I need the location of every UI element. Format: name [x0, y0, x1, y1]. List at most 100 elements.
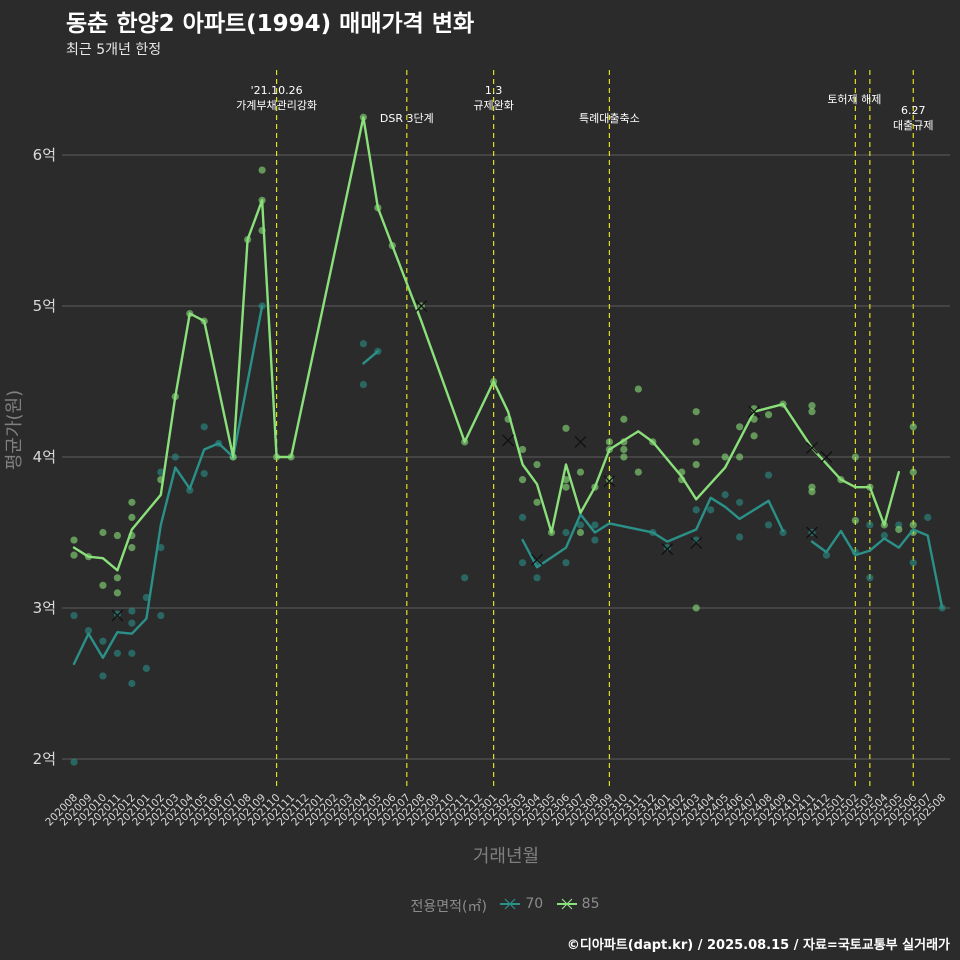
- data-point-85: [70, 551, 78, 559]
- y-tick-label: 3억: [33, 599, 56, 617]
- data-point-70: [880, 531, 888, 540]
- data-point-85: [764, 411, 773, 419]
- y-tick-label: 4억: [33, 448, 56, 466]
- data-point-70: [128, 619, 136, 627]
- cancelled-stroke: [603, 475, 616, 488]
- data-point-85: [562, 483, 570, 491]
- series-line-70: [810, 528, 944, 610]
- data-point-70: [866, 521, 874, 529]
- data-point-70: [200, 470, 208, 478]
- legend-label-70: 70: [525, 896, 544, 912]
- data-point-70: [84, 627, 93, 635]
- data-point-70: [591, 521, 599, 529]
- series-line-70: [521, 496, 785, 569]
- cancelled-stroke: [806, 441, 818, 454]
- data-point-70: [128, 607, 136, 615]
- legend-label-85: 85: [581, 896, 600, 912]
- y-tick-label: 2억: [33, 750, 56, 768]
- data-point-85: [113, 574, 122, 582]
- data-point-70: [157, 544, 165, 552]
- cancelled-stroke: [661, 543, 674, 556]
- legend: 전용면적(㎡) 70 85: [0, 896, 960, 916]
- data-point-85: [620, 415, 628, 423]
- data-point-85: [895, 525, 903, 534]
- data-point-70: [721, 491, 729, 499]
- data-point-70: [461, 574, 469, 582]
- data-point-85: [808, 402, 816, 410]
- series-lines: [72, 116, 944, 666]
- legend-item-85: 85: [556, 896, 600, 912]
- data-point-70: [113, 649, 122, 657]
- data-point-85: [113, 531, 122, 540]
- data-point-70: [518, 559, 527, 567]
- data-point-85: [605, 438, 613, 446]
- data-point-70: [171, 453, 179, 461]
- series-line-70: [362, 350, 380, 365]
- data-point-70: [99, 637, 107, 645]
- y-tick-label: 6억: [33, 146, 56, 164]
- cancelled-markers: [111, 300, 833, 622]
- data-point-70: [562, 559, 570, 567]
- chart-gridlines: [62, 154, 950, 760]
- data-point-85: [851, 516, 859, 525]
- data-point-85: [605, 476, 613, 484]
- data-point-70: [99, 672, 107, 680]
- event-label: 토허제 해제: [827, 92, 881, 106]
- cancelled-marker-70: [690, 537, 703, 550]
- data-point-70: [359, 340, 367, 348]
- data-point-85: [518, 476, 527, 484]
- data-point-85: [518, 445, 527, 454]
- data-point-85: [634, 385, 642, 393]
- data-point-70: [562, 528, 570, 537]
- data-point-70: [128, 649, 136, 657]
- legend-item-70: 70: [499, 896, 543, 912]
- data-point-70: [591, 536, 599, 544]
- cancelled-marker-70: [661, 543, 674, 556]
- data-point-85: [692, 438, 700, 446]
- data-point-70: [866, 574, 874, 582]
- data-point-70: [764, 521, 773, 529]
- y-tick-label: 5억: [33, 297, 56, 315]
- policy-event-lines: [275, 70, 914, 790]
- data-point-85: [692, 408, 700, 416]
- cancelled-stroke: [574, 435, 587, 448]
- x-axis-title: 거래년월: [473, 846, 539, 867]
- data-point-85: [851, 453, 859, 461]
- cancelled-marker-85: [820, 451, 833, 463]
- data-point-85: [99, 581, 107, 589]
- data-point-70: [924, 513, 932, 522]
- cancelled-stroke: [806, 526, 818, 539]
- series-line-85: [72, 116, 900, 572]
- cancelled-marker-85: [603, 475, 616, 488]
- data-point-85: [634, 468, 642, 476]
- cancelled-marker-85: [502, 434, 515, 447]
- event-label: '21.10.26: [251, 84, 303, 97]
- series-line-70: [72, 304, 264, 666]
- data-point-85: [721, 453, 729, 461]
- data-point-85: [620, 453, 628, 461]
- data-point-85: [258, 166, 266, 174]
- event-label: 1.3: [485, 84, 503, 97]
- cancelled-stroke: [531, 553, 543, 566]
- legend-key-85-icon: [556, 898, 577, 910]
- cancelled-stroke: [415, 300, 428, 312]
- data-point-70: [736, 498, 744, 506]
- data-point-85: [128, 513, 136, 522]
- data-point-70: [707, 506, 715, 514]
- event-label: DSR 3단계: [380, 112, 434, 125]
- data-point-85: [750, 432, 758, 440]
- data-point-85: [70, 536, 78, 544]
- data-point-70: [909, 559, 917, 567]
- y-axis-title: 평균가(원): [4, 390, 25, 470]
- data-point-70: [157, 468, 165, 476]
- data-point-70: [128, 679, 136, 688]
- data-point-85: [533, 498, 541, 506]
- x-axis-ticks: 2020082020092020102020112020122021012021…: [43, 791, 948, 828]
- data-point-85: [533, 460, 541, 469]
- data-point-85: [576, 528, 585, 537]
- data-point-85: [562, 424, 570, 432]
- data-point-70: [70, 611, 78, 620]
- data-point-85: [128, 544, 136, 552]
